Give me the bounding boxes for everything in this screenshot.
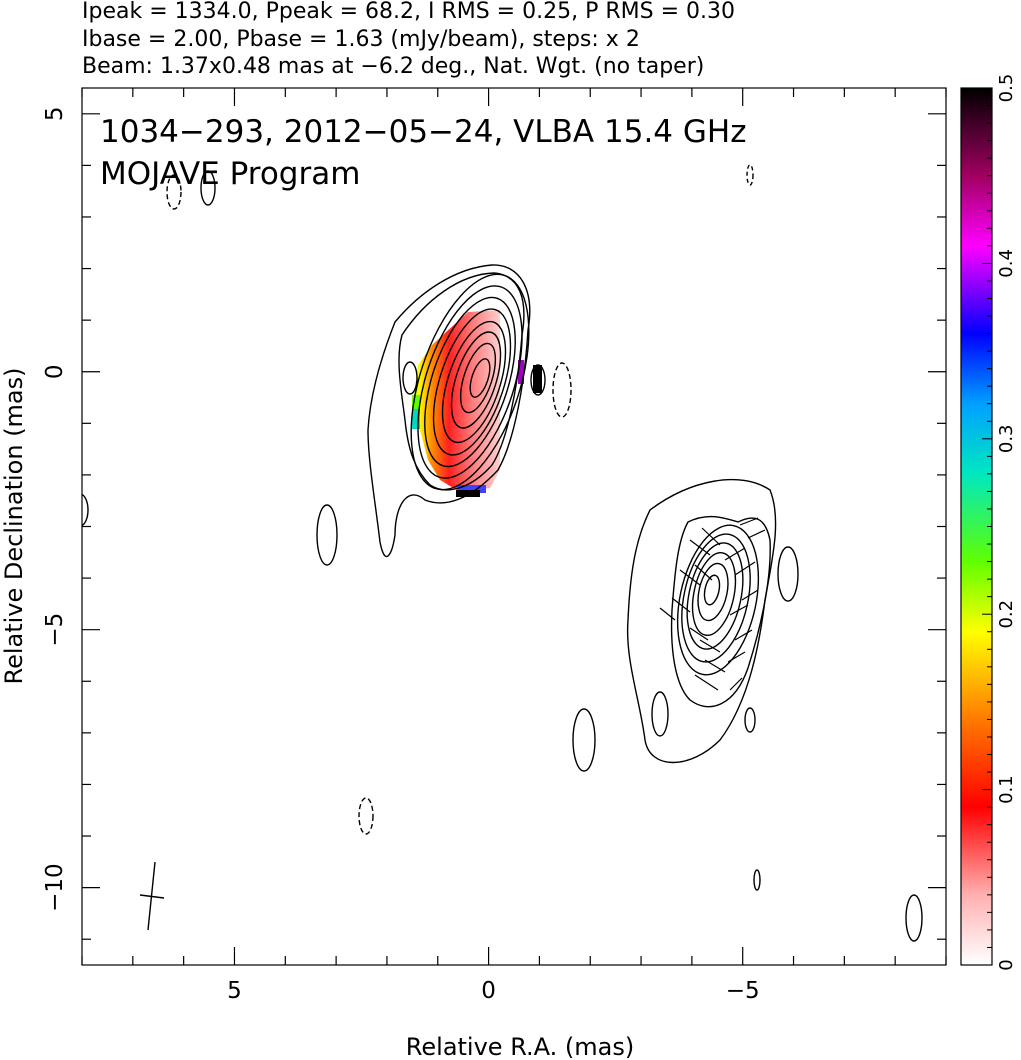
plot-content <box>82 164 923 942</box>
y-axis-label: Relative Declination (mas) <box>0 367 28 684</box>
plot-frame <box>81 87 947 966</box>
header-line-1: Ipeak = 1334.0, Ppeak = 68.2, I RMS = 0.… <box>82 0 735 24</box>
colorbar-tick-label: 0.5 <box>996 74 1017 103</box>
noise-contours <box>82 164 923 942</box>
colorbar-ticks <box>982 87 992 966</box>
colorbar-tick-label: 0.2 <box>996 600 1017 629</box>
colorbar-tick-label: 0.4 <box>996 249 1017 278</box>
y-tick-label: 5 <box>42 106 68 121</box>
x-tick-label: 0 <box>481 978 496 1004</box>
colorbar <box>961 88 992 965</box>
jet-contours <box>626 478 799 764</box>
polarization-vectors <box>659 517 766 691</box>
y-tick-label: −10 <box>42 863 68 912</box>
axis-tick-labels: 5 0 −5 5 0 −5 −10 <box>42 106 760 1004</box>
y-tick-label: 0 <box>42 364 68 379</box>
beam-marker <box>139 861 165 931</box>
x-tick-label: 5 <box>227 978 242 1004</box>
colorbar-tick-label: 0.1 <box>996 775 1017 804</box>
header-line-2: Ibase = 2.00, Pbase = 1.63 (mJy/beam), s… <box>82 27 640 52</box>
colorbar-tick-labels: 0 0.1 0.2 0.3 0.4 0.5 <box>996 74 1017 971</box>
y-tick-label: −5 <box>42 613 68 647</box>
core-contours <box>367 264 546 558</box>
x-tick-label: −5 <box>726 978 760 1004</box>
colorbar-tick-label: 0.3 <box>996 424 1017 453</box>
program-annotation: MOJAVE Program <box>100 156 360 192</box>
source-annotation: 1034−293, 2012−05−24, VLBA 15.4 GHz <box>100 114 746 150</box>
colorbar-tick-label: 0 <box>996 959 1017 970</box>
header-line-3: Beam: 1.37x0.48 mas at −6.2 deg., Nat. W… <box>82 54 704 79</box>
axis-ticks <box>81 88 947 965</box>
x-axis-label: Relative R.A. (mas) <box>406 1033 634 1060</box>
